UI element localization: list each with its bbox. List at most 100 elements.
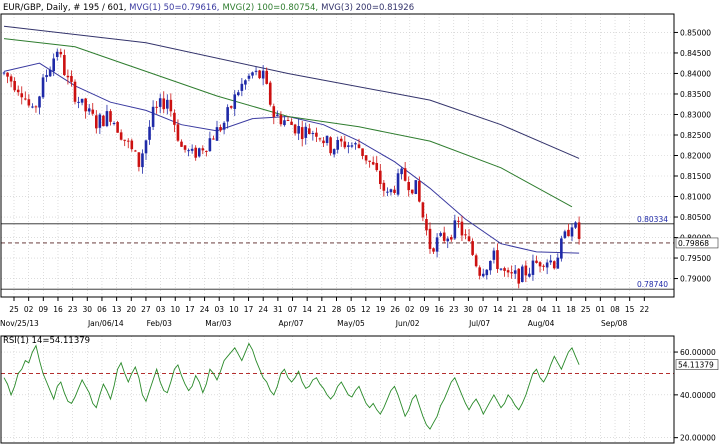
rsi-tick-label: 60.00000 — [680, 348, 716, 357]
candle-bull — [222, 122, 226, 130]
price-tick-label: 0.82000 — [680, 152, 711, 161]
date-day-label: 14 — [302, 305, 312, 314]
date-day-label: 30 — [83, 305, 93, 314]
candle-bear — [116, 122, 119, 133]
candle-bull — [485, 269, 489, 276]
date-day-label: 02 — [24, 305, 34, 314]
candle-bear — [126, 140, 130, 142]
candle-bull — [144, 140, 148, 154]
date-day-label: 09 — [39, 305, 49, 314]
candle-bear — [407, 181, 410, 191]
date-day-label: 12 — [361, 305, 371, 314]
candle-bear — [382, 182, 386, 191]
candle-bear — [109, 111, 112, 122]
price-tick-label: 0.83000 — [680, 110, 711, 119]
candle-bull — [347, 145, 350, 147]
candle-bear — [364, 155, 368, 161]
candle-bear — [265, 70, 268, 84]
header-symbol: EUR/GBP — [3, 3, 41, 13]
candle-bear — [63, 55, 66, 76]
candle-bear — [478, 267, 481, 276]
candle-bull — [499, 268, 503, 270]
candle-bear — [329, 137, 332, 154]
date-month-label: Jul/07 — [468, 319, 490, 328]
candle-bull — [297, 126, 300, 134]
candle-bear — [201, 148, 205, 151]
candle-bear — [272, 106, 276, 117]
candle-bear — [421, 202, 425, 218]
candle-bear — [450, 237, 453, 240]
candle-bull — [414, 180, 418, 194]
candlesticks — [2, 48, 581, 289]
candle-bear — [538, 262, 542, 267]
candle-bear — [219, 127, 222, 131]
candle-bear — [361, 148, 364, 156]
candle-bull — [304, 126, 308, 138]
candle-bear — [375, 162, 379, 171]
candle-bear — [91, 109, 95, 114]
candle-bull — [151, 106, 155, 127]
candle-bear — [27, 99, 31, 106]
candle-bull — [261, 70, 265, 79]
candle-bear — [471, 241, 474, 255]
candle-bear — [9, 76, 13, 82]
candle-bull — [31, 106, 34, 108]
candle-bear — [357, 144, 361, 149]
date-month-label: Sep/08 — [601, 319, 627, 328]
candle-bear — [315, 132, 318, 137]
price-tick-label: 0.83500 — [680, 90, 711, 99]
candle-bull — [311, 133, 315, 135]
candle-bear — [24, 98, 27, 100]
date-month-label: Nov/25/13 — [0, 319, 39, 328]
candle-bear — [403, 168, 407, 181]
candle-bear — [176, 124, 180, 141]
date-day-label: 28 — [522, 305, 532, 314]
candle-bear — [137, 152, 141, 167]
rsi-tick-label: 40.00000 — [680, 391, 716, 400]
date-day-label: 08 — [610, 305, 620, 314]
date-day-label: 09 — [420, 305, 430, 314]
date-day-label: 17 — [244, 305, 254, 314]
candle-bull — [38, 96, 41, 108]
date-day-label: 13 — [112, 305, 122, 314]
candle-bear — [577, 222, 581, 239]
candle-bull — [226, 107, 229, 122]
candle-bull — [233, 94, 237, 109]
candle-bear — [506, 270, 510, 273]
candle-bear — [119, 132, 123, 140]
date-day-label: 20 — [126, 305, 136, 314]
candle-bull — [563, 231, 567, 238]
candle-bear — [379, 170, 382, 185]
date-month-label: Aug/04 — [528, 319, 555, 328]
date-day-label: 22 — [640, 305, 650, 314]
candle-bear — [318, 138, 322, 140]
date-day-label: 21 — [317, 305, 327, 314]
candle-bear — [496, 250, 499, 269]
candle-bear — [418, 181, 421, 202]
candle-bull — [453, 220, 457, 239]
price-tick-label: 0.79000 — [680, 275, 711, 284]
candle-bull — [531, 260, 535, 275]
header-info: , Daily, # 195 / 601, — [41, 3, 129, 13]
candle-bull — [350, 145, 354, 147]
candle-bull — [336, 140, 339, 150]
candle-bear — [84, 98, 87, 112]
date-day-label: 21 — [508, 305, 518, 314]
candle-bull — [396, 173, 400, 195]
price-tick-label: 0.79500 — [680, 254, 711, 263]
candle-bull — [52, 58, 55, 72]
price-y-axis: 0.85000 0.84500 0.84000 0.83500 0.83000 0.825… — [674, 28, 711, 284]
candle-bear — [339, 138, 343, 142]
candle-bear — [162, 98, 166, 110]
rsi-tick-label: 20.00000 — [680, 434, 716, 443]
candle-bull — [41, 77, 45, 98]
candle-bear — [467, 236, 471, 242]
candle-bull — [513, 270, 517, 274]
candle-bear — [428, 228, 432, 249]
candle-bear — [503, 268, 506, 271]
header-ma1-label: MVG(1) 50=0.79616, — [129, 3, 219, 13]
price-tick-label: 0.85000 — [680, 28, 711, 37]
candle-bull — [237, 92, 240, 96]
price-tick-label: 0.81000 — [680, 193, 711, 202]
